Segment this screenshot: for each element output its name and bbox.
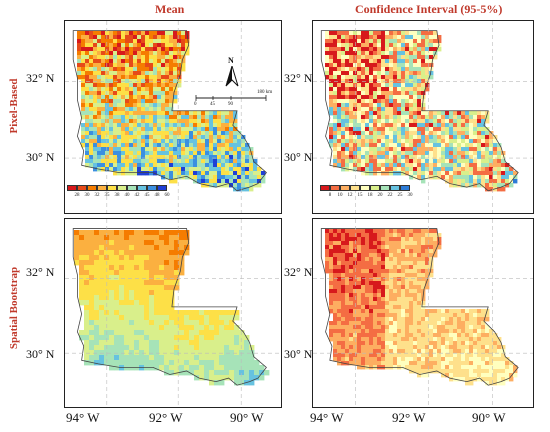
legend-ci-tick: 12 (347, 193, 353, 198)
map-spatial-ci (313, 219, 533, 407)
legend-ci-tick: 8 (328, 193, 332, 198)
legend-ci-tick: 30 (407, 193, 413, 198)
legend-mean-tick: 42 (134, 193, 140, 198)
legend-mean-tick: 48 (154, 193, 160, 198)
legend-mean-swatch (137, 185, 147, 191)
legend-ci-swatch (330, 185, 340, 191)
legend-ci-tick: 15 (357, 193, 363, 198)
north-label: N (228, 56, 234, 65)
map-panel-spatial-ci (312, 218, 534, 408)
legend-mean-swatch (67, 185, 77, 191)
legend-mean-tick: 38 (114, 193, 120, 198)
legend-ci-tick: 18 (367, 193, 373, 198)
legend-ci: 8 10 12 15 18 20 22 25 30 (320, 185, 420, 205)
lat-label-32-right-bottom: 32° N (284, 265, 313, 279)
lat-label-30-right: 30° N (284, 150, 313, 164)
scale-tick-90: 90 (228, 102, 233, 107)
legend-ci-swatch (360, 185, 370, 191)
north-arrow: N (224, 56, 240, 88)
legend-ci-swatch (390, 185, 400, 191)
legend-ci-tick: 22 (387, 193, 393, 198)
legend-mean: 28 30 32 35 38 40 42 45 48 60 (67, 185, 175, 205)
map-spatial-mean (65, 219, 281, 407)
row-title-spatial: Spatial Bootstrap (8, 266, 20, 350)
legend-mean-tick: 45 (144, 193, 150, 198)
legend-ci-swatch (320, 185, 330, 191)
lat-label-32-right: 32° N (284, 71, 313, 85)
map-pixel-ci (313, 21, 533, 213)
scale-bar: 0 45 90 180 km (194, 90, 274, 110)
lon-label-94-left: 94° W (66, 410, 100, 425)
legend-ci-swatch (350, 185, 360, 191)
column-title-ci: Confidence Interval (95-5%) (355, 2, 503, 16)
legend-ci-tick: 25 (397, 193, 403, 198)
map-pixel-mean (65, 21, 281, 213)
scale-tick-45: 45 (210, 102, 215, 107)
scale-tick-0: 0 (194, 102, 197, 107)
legend-mean-swatch (107, 185, 117, 191)
lon-label-90-right: 90° W (472, 410, 506, 425)
legend-ci-swatch (370, 185, 380, 191)
legend-mean-swatch (157, 185, 167, 191)
legend-mean-tick: 32 (94, 193, 100, 198)
legend-mean-swatch (127, 185, 137, 191)
legend-mean-tick: 40 (124, 193, 130, 198)
map-panel-spatial-mean (64, 218, 282, 408)
lat-label-30-top: 30° N (26, 150, 55, 164)
legend-ci-swatch (400, 185, 410, 191)
lon-label-92-left: 92° W (149, 410, 183, 425)
legend-mean-swatch (97, 185, 107, 191)
lat-label-30-bottom: 30° N (26, 347, 55, 361)
legend-mean-swatch (87, 185, 97, 191)
legend-ci-swatch (340, 185, 350, 191)
north-arrow-icon (225, 66, 239, 87)
column-title-mean: Mean (155, 2, 185, 16)
lon-label-90-left: 90° W (230, 410, 264, 425)
map-panel-pixel-ci (312, 20, 534, 214)
legend-mean-tick: 28 (74, 193, 80, 198)
legend-mean-swatch (117, 185, 127, 191)
legend-ci-swatch (380, 185, 390, 191)
legend-mean-swatch (77, 185, 87, 191)
row-title-pixel: Pixel-Based (8, 78, 20, 134)
scale-tick-180: 180 km (257, 90, 273, 95)
legend-mean-tick: 60 (164, 193, 170, 198)
lat-label-32-top: 32° N (26, 71, 55, 85)
legend-ci-tick: 10 (337, 193, 343, 198)
lat-label-30-right-bottom: 30° N (284, 347, 313, 361)
legend-mean-tick: 35 (104, 193, 110, 198)
legend-ci-tick: 20 (377, 193, 383, 198)
legend-mean-swatch (147, 185, 157, 191)
legend-mean-tick: 30 (84, 193, 90, 198)
lat-label-32-bottom: 32° N (26, 265, 55, 279)
map-panel-pixel-mean (64, 20, 282, 214)
lon-label-92-right: 92° W (392, 410, 426, 425)
lon-label-94-right: 94° W (310, 410, 344, 425)
